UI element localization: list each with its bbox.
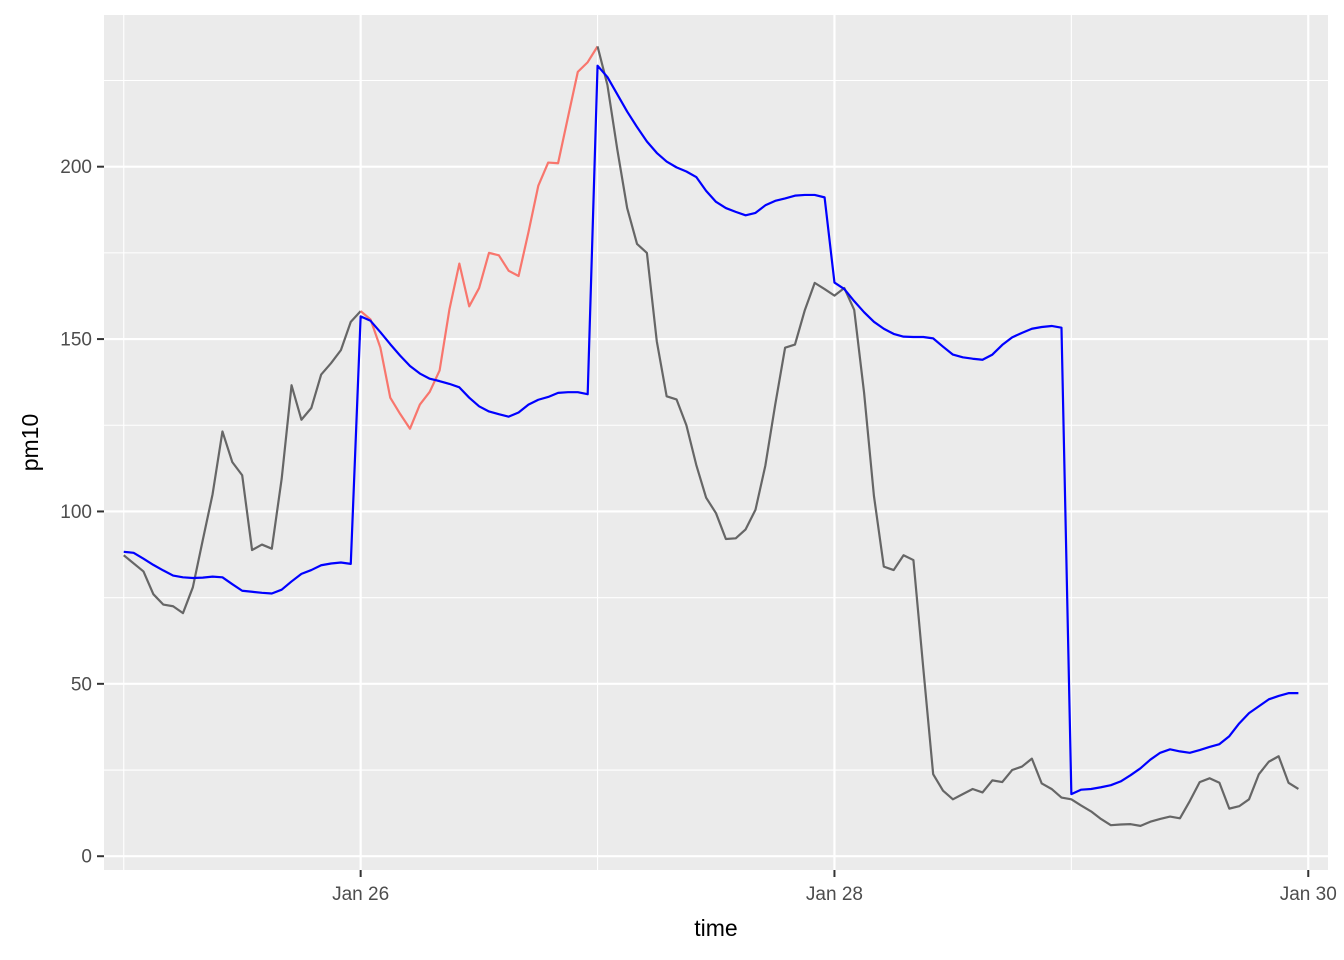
y-tick-label: 200: [60, 157, 92, 178]
series-line-4: [123, 64, 1299, 796]
x-axis-title: time: [694, 915, 737, 941]
y-tick-label: 150: [60, 330, 92, 351]
x-tick-label: Jan 28: [806, 884, 863, 905]
y-tick-label: 50: [71, 674, 92, 695]
y-axis-title: pm10: [17, 414, 43, 472]
y-tick-label: 0: [81, 847, 92, 868]
minor-gridlines: [104, 15, 1328, 870]
series-line-2: [359, 45, 599, 430]
series-line-1: [123, 310, 362, 615]
plot-panel: [104, 15, 1328, 870]
y-axis: 0 50 100 150 200: [60, 157, 104, 868]
x-axis: Jan 26 Jan 28 Jan 30: [332, 870, 1337, 905]
y-tick-label: 100: [60, 502, 92, 523]
series-line-3: [596, 46, 1299, 827]
series-lines: [123, 45, 1299, 827]
x-tick-label: Jan 26: [332, 884, 389, 905]
x-tick-label: Jan 30: [1280, 884, 1337, 905]
